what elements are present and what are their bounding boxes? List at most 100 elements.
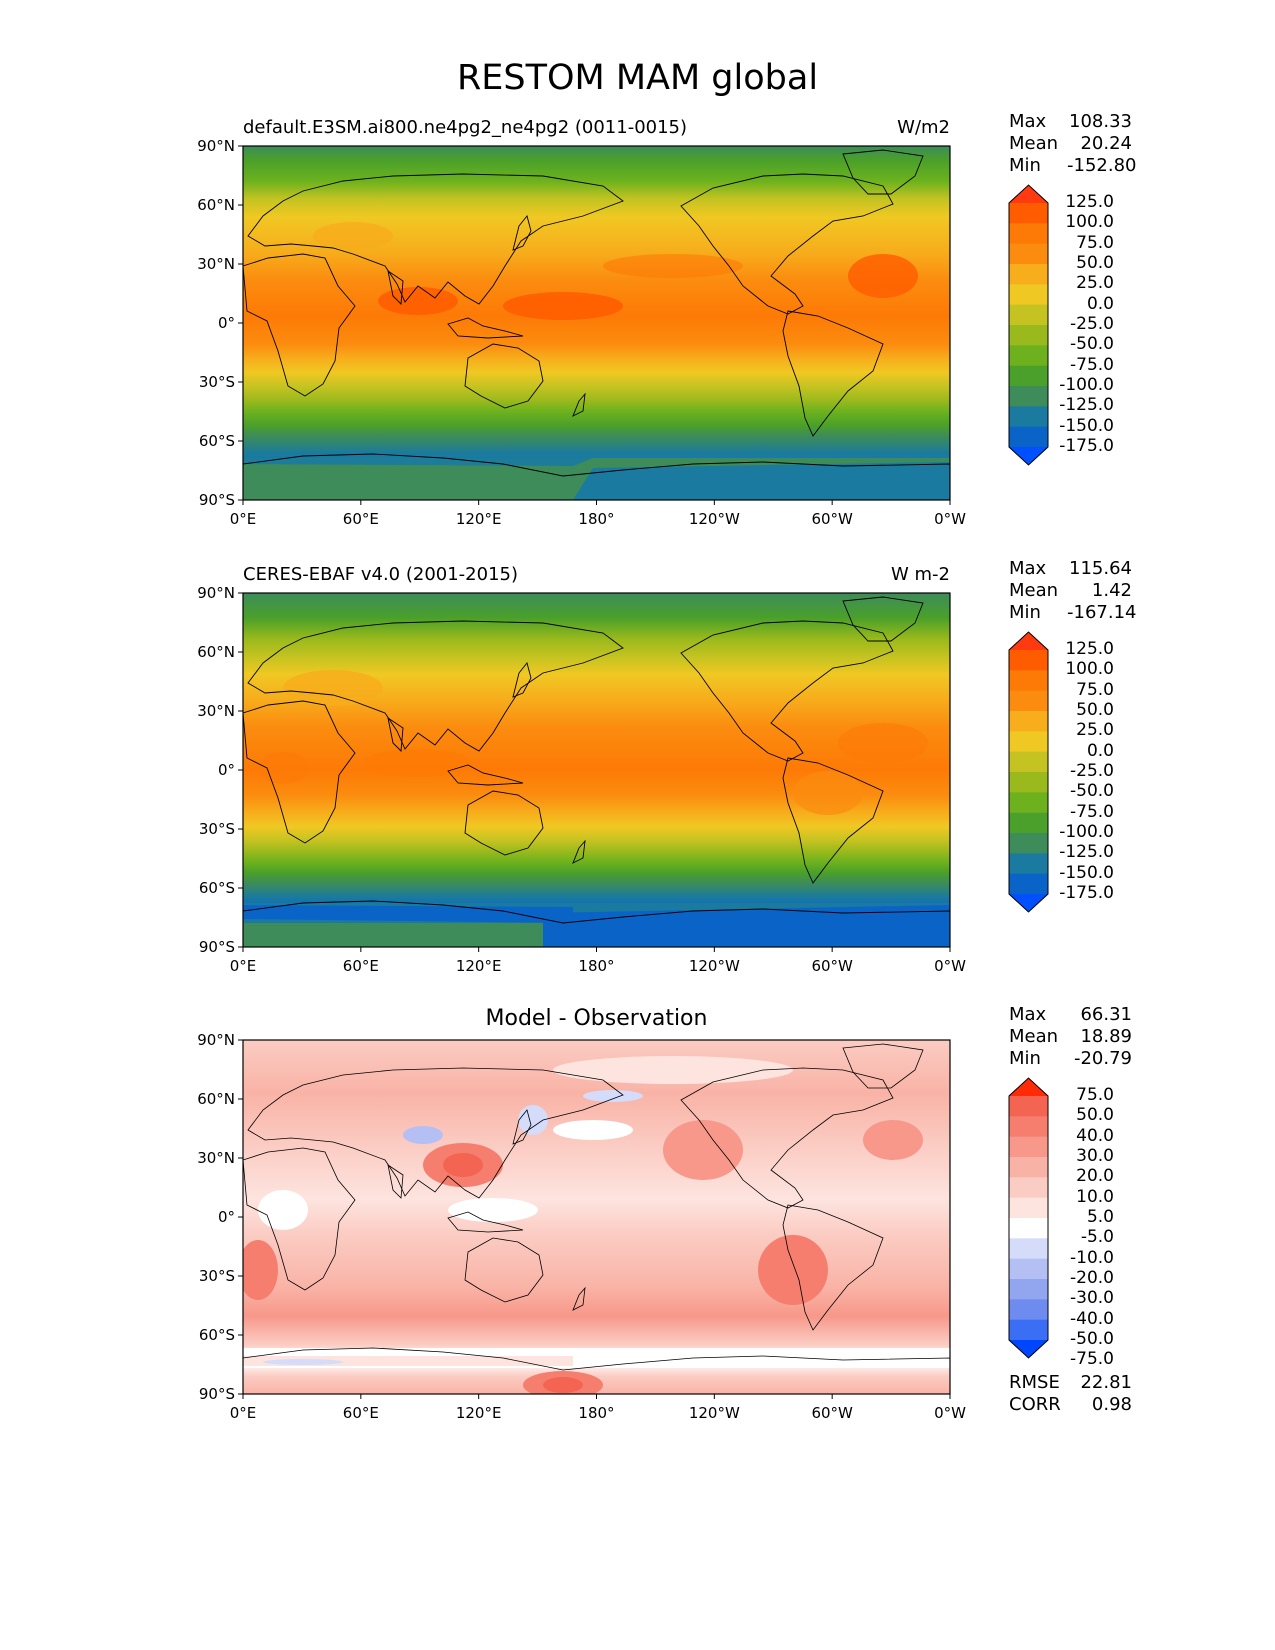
lat-tick-label: 60°S	[198, 432, 235, 450]
lon-tick-label: 60°W	[811, 1404, 853, 1422]
colorbar-tick-label: 50.0	[1076, 253, 1114, 273]
colorbar-tick-label: -50.0	[1070, 781, 1114, 802]
colorbar-segment	[1009, 1218, 1048, 1239]
lon-tick-label: 180°	[578, 957, 615, 975]
colorbar-extend-min	[1009, 447, 1048, 465]
stat-mean-value: 18.89	[1080, 1026, 1132, 1047]
colorbar-tick-label: 10.0	[1076, 1186, 1114, 1207]
panel-test-stats: Max 108.33 Mean 20.24 Min -152.80	[1009, 111, 1137, 177]
colorbar-tick-label: 100.0	[1065, 659, 1114, 680]
colorbar-segment	[1009, 426, 1048, 448]
colorbar-segment	[1009, 792, 1048, 814]
colorbar-segment	[1009, 751, 1048, 773]
lat-tick-label: 90°N	[197, 137, 235, 155]
lat-tick-label: 90°S	[198, 938, 235, 956]
colorbar-outline	[1008, 1077, 1049, 1359]
stat-max-value: 115.64	[1069, 558, 1132, 579]
lat-tick-label: 0°	[217, 314, 235, 332]
colorbar-tick-label: 125.0	[1065, 192, 1114, 212]
stat-label: Min	[1009, 1048, 1041, 1069]
lon-tick-label: 0°W	[934, 1404, 966, 1422]
colorbar-tick-label: 100.0	[1065, 212, 1114, 233]
lon-tick-label: 60°W	[811, 957, 853, 975]
colorbar-tick-label: -20.0	[1070, 1268, 1114, 1288]
colorbar-tick-label: -125.0	[1059, 395, 1114, 416]
lon-tick-label: 120°E	[455, 1404, 502, 1422]
stat-min-value: -152.80	[1067, 155, 1137, 176]
rmse-label: RMSE	[1009, 1372, 1060, 1393]
lon-tick-label: 0°E	[229, 510, 257, 528]
colorbar-difference	[1008, 1077, 1049, 1359]
colorbar-segment	[1009, 406, 1048, 428]
lat-tick-label: 30°N	[197, 702, 235, 720]
colorbar-tick-label: -175.0	[1059, 436, 1114, 456]
colorbar-segment	[1009, 386, 1048, 407]
colorbar-tick-label: -150.0	[1059, 415, 1114, 436]
stat-label: Max	[1009, 1004, 1047, 1025]
lon-tick-label: 60°E	[342, 957, 379, 975]
corr-value: 0.98	[1091, 1394, 1132, 1415]
colorbar-segment	[1009, 243, 1048, 265]
lon-tick-label: 120°W	[688, 510, 740, 528]
colorbar-tick-label: -175.0	[1059, 883, 1114, 903]
panel-test-units: W/m2	[897, 117, 950, 138]
map-difference	[242, 1039, 951, 1395]
lon-tick-label: 60°E	[342, 510, 379, 528]
colorbar-segment	[1009, 873, 1048, 895]
stat-mean-value: 20.24	[1080, 133, 1132, 154]
colorbar-tick-label: -100.0	[1059, 822, 1114, 842]
colorbar-tick-label: 75.0	[1076, 1085, 1114, 1105]
panel-test-title: default.E3SM.ai800.ne4pg2_ne4pg2 (0011-0…	[243, 117, 688, 138]
lon-tick-label: 120°W	[688, 1404, 740, 1422]
stat-label: Min	[1009, 602, 1041, 623]
panel-difference-stats: Max 66.31 Mean 18.89 Min -20.79	[1009, 1004, 1132, 1070]
colorbar-segment	[1009, 812, 1048, 834]
colorbar-extend-min	[1009, 1340, 1048, 1358]
colorbar-segment	[1009, 772, 1048, 793]
stat-label: Max	[1009, 111, 1047, 132]
lat-tick-label: 30°N	[197, 1149, 235, 1167]
colorbar-tick-label: -50.0	[1070, 1329, 1114, 1349]
colorbar-extend-min	[1009, 894, 1048, 912]
colorbar-extend-max	[1009, 185, 1048, 203]
colorbar-tick-label: 75.0	[1076, 679, 1114, 700]
colorbar-tick-label: -150.0	[1059, 862, 1114, 883]
colorbar-segment	[1009, 1319, 1048, 1341]
stat-label: Mean	[1009, 1026, 1059, 1047]
lon-tick-label: 0°W	[934, 957, 966, 975]
colorbar-segment	[1009, 650, 1048, 671]
colorbar-tick-label: -30.0	[1070, 1288, 1114, 1309]
colorbar-tick-label: 40.0	[1076, 1125, 1114, 1146]
lat-tick-label: 30°N	[197, 255, 235, 273]
colorbar-segment	[1009, 1258, 1048, 1280]
lat-tick-label: 0°	[217, 1208, 235, 1226]
colorbar-segment	[1009, 853, 1048, 875]
colorbar-tick-label: -75.0	[1070, 1349, 1114, 1370]
panel-difference-extra-stats: RMSE 22.81 CORR 0.98	[1009, 1372, 1132, 1416]
colorbar-segment	[1009, 325, 1048, 346]
colorbar-tick-label: -5.0	[1080, 1227, 1114, 1248]
lat-tick-label: 60°S	[198, 879, 235, 897]
stat-label: Mean	[1009, 580, 1059, 601]
colorbar-tick-label: 50.0	[1076, 700, 1114, 720]
rmse-value: 22.81	[1080, 1372, 1132, 1393]
lat-tick-label: 90°S	[198, 491, 235, 509]
colorbar-test	[1008, 184, 1049, 466]
lon-tick-label: 60°E	[342, 1404, 379, 1422]
colorbar-segment	[1009, 670, 1048, 692]
colorbar-segment	[1009, 1279, 1048, 1300]
lat-tick-label: 60°N	[197, 643, 235, 661]
colorbar-segment	[1009, 1096, 1048, 1117]
colorbar-extend-max	[1009, 1078, 1048, 1096]
colorbar-tick-label: 5.0	[1086, 1207, 1114, 1227]
figure-title: RESTOM MAM global	[456, 58, 819, 98]
lat-tick-label: 30°S	[198, 820, 235, 838]
colorbar-tick-label: 25.0	[1076, 720, 1114, 741]
colorbar-tick-label: 50.0	[1076, 1105, 1114, 1126]
colorbar-segment	[1009, 1177, 1048, 1199]
colorbar-tick-label: 0.0	[1086, 740, 1114, 761]
colorbar-tick-label: -75.0	[1070, 801, 1114, 822]
colorbar-segment	[1009, 203, 1048, 224]
colorbar-segment	[1009, 833, 1048, 854]
